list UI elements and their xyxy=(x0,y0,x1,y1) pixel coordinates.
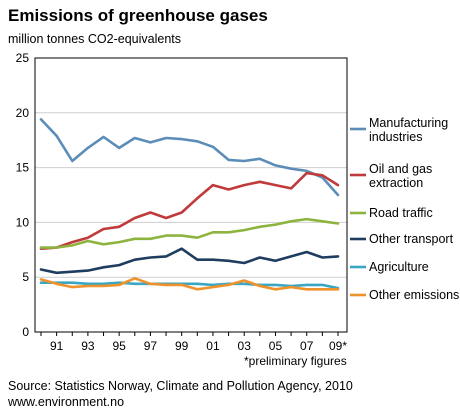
y-tick-label: 25 xyxy=(16,51,30,65)
series-line xyxy=(39,281,340,290)
legend-label: Other transport xyxy=(369,232,454,246)
series-line xyxy=(39,217,340,249)
series-line xyxy=(39,118,340,197)
x-tick-label: 97 xyxy=(144,339,158,353)
y-axis-unit-label: million tonnes CO2-equivalents xyxy=(8,32,182,46)
legend-label: Oil and gas extraction xyxy=(369,162,432,190)
x-tick-label: 99 xyxy=(175,339,189,353)
y-tick-label: 20 xyxy=(16,106,30,120)
source-text: Source: Statistics Norway, Climate and P… xyxy=(8,379,353,393)
x-tick-label: 95 xyxy=(112,339,126,353)
y-tick-label: 10 xyxy=(16,215,30,229)
x-tick-label: 09* xyxy=(329,339,347,353)
source-url: www.environment.no xyxy=(8,395,125,409)
x-tick-label: 01 xyxy=(206,339,220,353)
series-line xyxy=(39,276,340,291)
legend-label: Road traffic xyxy=(369,206,433,220)
source-note: Source: Statistics Norway, Climate and P… xyxy=(8,378,353,410)
plot-frame xyxy=(34,57,348,333)
y-tick-label: 0 xyxy=(22,325,29,339)
chart-title: Emissions of greenhouse gases xyxy=(8,6,268,25)
y-tick-label: 15 xyxy=(16,161,30,175)
x-tick-label: 93 xyxy=(81,339,95,353)
legend-label: Other emissions xyxy=(369,288,459,302)
x-tick-label: 91 xyxy=(50,339,64,353)
legend-label: Agriculture xyxy=(369,260,429,274)
x-tick-label: 05 xyxy=(269,339,283,353)
preliminary-footnote: *preliminary figures xyxy=(244,354,347,368)
series-line xyxy=(39,247,340,275)
legend-label: Manufacturing industries xyxy=(369,116,448,144)
series-line xyxy=(39,171,340,250)
y-tick-label: 5 xyxy=(22,270,29,284)
x-tick-label: 03 xyxy=(238,339,252,353)
x-tick-label: 07 xyxy=(300,339,314,353)
